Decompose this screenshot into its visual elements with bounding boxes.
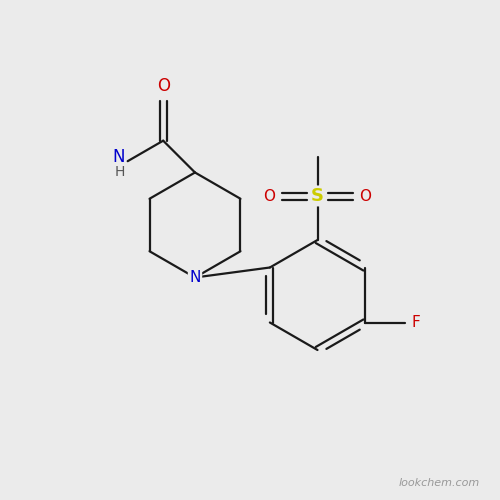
Text: F: F <box>411 315 420 330</box>
Text: N: N <box>190 270 200 285</box>
Text: O: O <box>264 188 276 204</box>
Text: O: O <box>156 76 170 94</box>
Text: H: H <box>115 165 125 179</box>
Text: lookchem.com: lookchem.com <box>399 478 480 488</box>
Text: S: S <box>311 187 324 205</box>
Text: O: O <box>360 188 372 204</box>
Text: N: N <box>112 148 125 166</box>
